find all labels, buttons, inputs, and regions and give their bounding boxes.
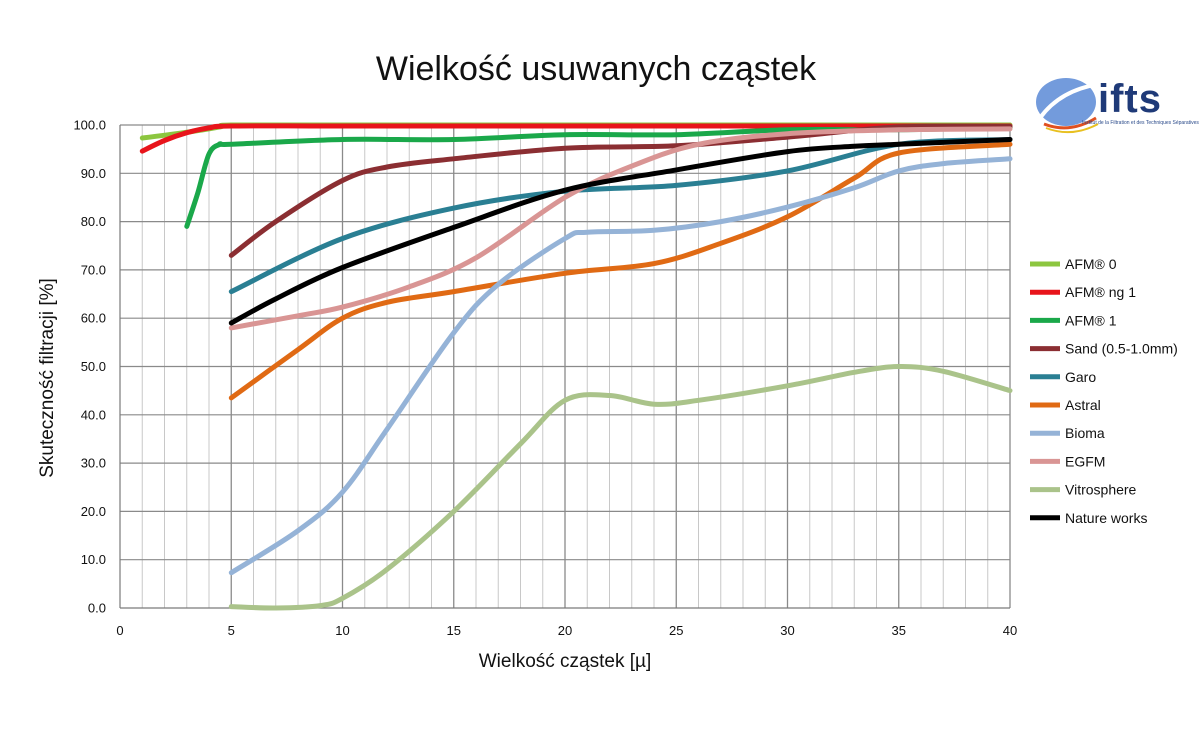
legend-label-sand-0-5-1-0mm: Sand (0.5-1.0mm) <box>1065 341 1178 357</box>
legend-label-garo: Garo <box>1065 369 1096 385</box>
axes: 0.0 10.0 20.0 30.0 40.0 50.0 60.0 70.0 80.0 90.0 1… <box>73 118 1017 639</box>
chart-title: Wielkość usuwanych cząstek <box>376 50 817 88</box>
legend-label-afm-ng-1: AFM® ng 1 <box>1065 284 1136 300</box>
logo-swoosh-yellow <box>1045 123 1099 134</box>
y-tick-label: 90.0 <box>81 166 106 181</box>
x-tick-label: 20 <box>558 623 572 638</box>
y-axis-title: Skuteczność filtracji [%] <box>37 278 58 478</box>
logo-swoosh-red <box>1043 116 1097 130</box>
logo: ifts Institut de la Filtration et des Te… <box>1036 77 1199 134</box>
legend-label-vitrosphere: Vitrosphere <box>1065 482 1137 498</box>
y-tick-label: 70.0 <box>81 262 106 277</box>
y-tick-label: 10.0 <box>81 552 106 567</box>
legend-label-nature-works: Nature works <box>1065 510 1147 526</box>
logo-subtitle: Institut de la Filtration et des Techniq… <box>1082 120 1199 126</box>
series-line-bioma <box>228 156 1013 576</box>
legend-label-afm-0: AFM® 0 <box>1065 256 1117 272</box>
series-line-egfm <box>228 126 1013 331</box>
x-tick-label: 15 <box>447 623 461 638</box>
x-axis-title: Wielkość cząstek [µ] <box>479 651 651 672</box>
logo-swoosh-arc <box>1038 82 1101 120</box>
y-tick-label: 80.0 <box>81 214 106 229</box>
x-tick-label: 30 <box>780 623 794 638</box>
x-tick-label: 40 <box>1003 623 1017 638</box>
series-line-afm-ng-1 <box>139 123 1013 154</box>
legend-label-bioma: Bioma <box>1065 425 1105 441</box>
y-tick-label: 50.0 <box>81 359 106 374</box>
y-tick-label: 100.0 <box>73 118 106 133</box>
legend-label-egfm: EGFM <box>1065 453 1105 469</box>
series-line-vitrosphere <box>228 363 1013 611</box>
y-tick-label: 60.0 <box>81 311 106 326</box>
x-tick-label: 0 <box>116 623 123 638</box>
series-line-astral <box>228 141 1013 401</box>
x-tick-label: 35 <box>892 623 906 638</box>
series-line-nature-works <box>228 137 1013 326</box>
series-lines <box>139 122 1013 611</box>
y-tick-label: 40.0 <box>81 407 106 422</box>
y-tick-label: 20.0 <box>81 504 106 519</box>
legend: AFM® 0 AFM® ng 1 AFM® 1 Sand (0.5-1.0mm) Gar… <box>1030 256 1178 526</box>
y-tick-label: 30.0 <box>81 456 106 471</box>
x-tick-label: 10 <box>335 623 349 638</box>
x-tick-label: 5 <box>228 623 235 638</box>
x-tick-label: 25 <box>669 623 683 638</box>
grid <box>120 124 1011 608</box>
legend-label-afm-1: AFM® 1 <box>1065 312 1117 328</box>
legend-label-astral: Astral <box>1065 397 1101 413</box>
logo-text: ifts <box>1098 77 1162 121</box>
y-tick-label: 0.0 <box>88 601 106 616</box>
